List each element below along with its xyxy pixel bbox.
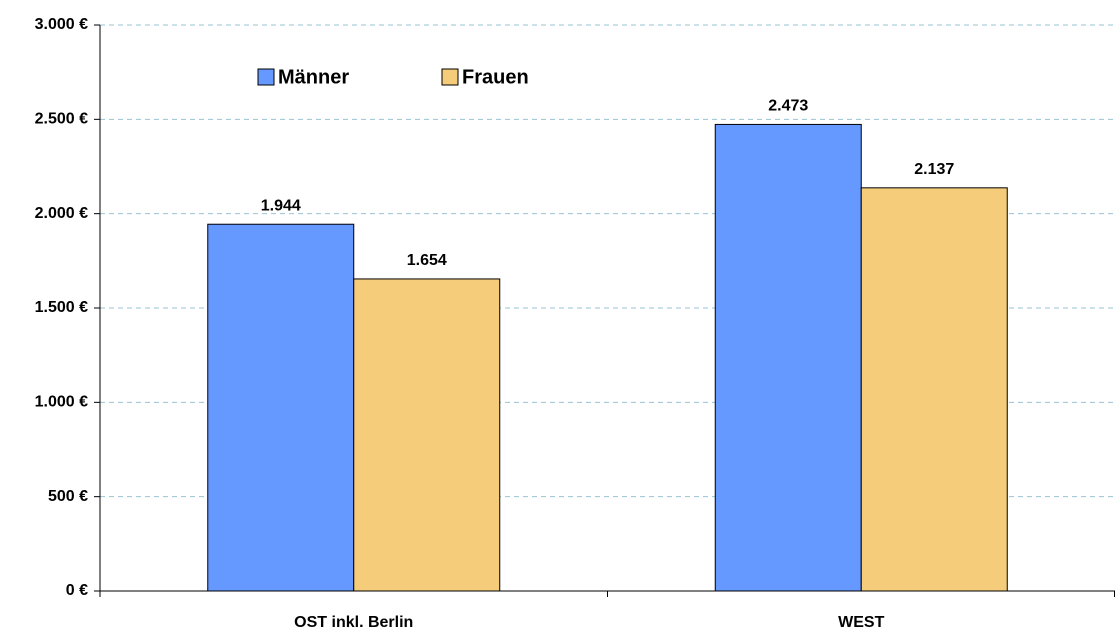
y-tick-label: 1.000 € — [35, 394, 88, 411]
value-label: 1.944 — [261, 197, 301, 214]
legend-label: Männer — [278, 66, 349, 88]
bar — [353, 278, 501, 592]
y-tick-label: 2.500 € — [35, 111, 88, 128]
bar — [207, 223, 355, 592]
y-tick-label: 500 € — [48, 488, 88, 505]
y-tick-label: 1.500 € — [35, 299, 88, 316]
bar — [860, 187, 1008, 592]
bar — [714, 123, 862, 592]
legend-swatch — [441, 68, 459, 86]
legend-swatch — [257, 68, 275, 86]
value-label: 2.473 — [768, 98, 808, 115]
y-tick-label: 2.000 € — [35, 205, 88, 222]
value-label: 2.137 — [914, 161, 954, 178]
y-tick-label: 3.000 € — [35, 16, 88, 33]
legend-label: Frauen — [462, 66, 529, 88]
x-tick-label: WEST — [838, 614, 884, 630]
y-tick-label: 0 € — [66, 582, 88, 599]
value-label: 1.654 — [407, 252, 447, 269]
x-tick-label: OST inkl. Berlin — [294, 614, 413, 630]
